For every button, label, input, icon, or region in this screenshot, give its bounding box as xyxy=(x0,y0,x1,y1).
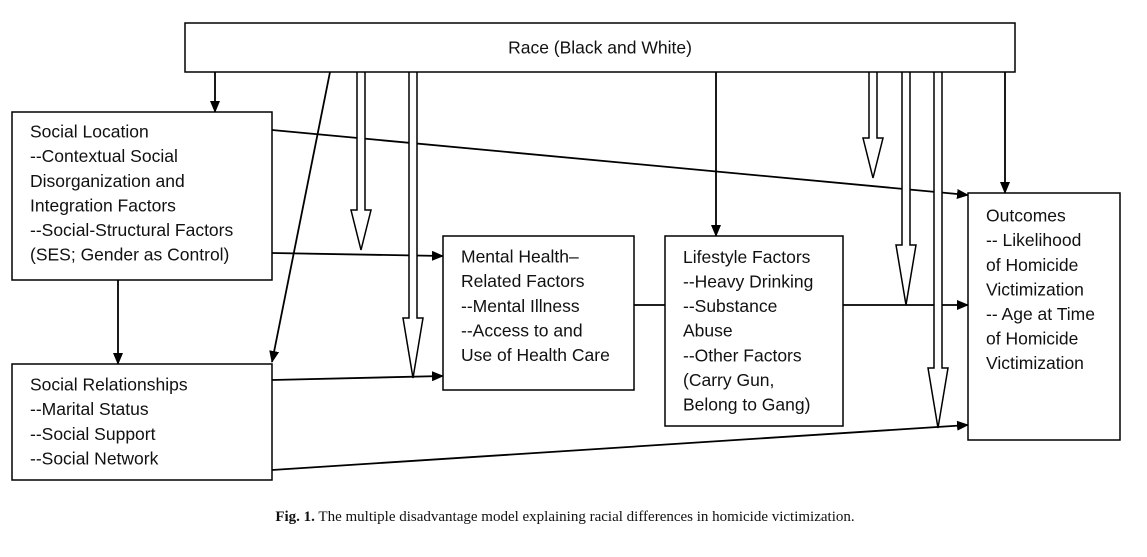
node-mental-health: Mental Health– Related Factors --Mental Il… xyxy=(442,235,635,391)
node-text: Social Location xyxy=(30,122,149,142)
node-text: of Homicide xyxy=(986,255,1078,275)
node-text: Abuse xyxy=(683,321,733,341)
node-text: -- Age at Time xyxy=(986,304,1095,324)
node-race: Race (Black and White) xyxy=(184,22,1016,73)
node-text: Social Relationships xyxy=(30,375,188,395)
node-text: Outcomes xyxy=(986,206,1066,226)
node-text: Victimization xyxy=(986,279,1084,299)
arrows xyxy=(113,71,1010,471)
hollow-arrow xyxy=(927,72,949,429)
node-text: --Heavy Drinking xyxy=(683,272,813,292)
node-text: --Social-Structural Factors xyxy=(30,220,233,240)
node-text: --Other Factors xyxy=(683,345,802,365)
node-text: Mental Health– xyxy=(461,247,579,267)
node-text: -- Likelihood xyxy=(986,230,1081,250)
node-text: --Contextual Social xyxy=(30,146,178,166)
hollow-arrow xyxy=(895,72,917,306)
box xyxy=(11,111,273,281)
node-text: --Mental Illness xyxy=(461,296,580,316)
node-text: Disorganization and xyxy=(30,171,185,191)
node-text: (SES; Gender as Control) xyxy=(30,245,229,265)
node-text: Related Factors xyxy=(461,271,585,291)
arrow xyxy=(271,129,969,199)
box xyxy=(664,235,844,427)
box xyxy=(184,22,1016,73)
node-social-location: Social Location --Contextual Social Disorg… xyxy=(11,111,273,281)
node-text: --Marital Status xyxy=(30,399,149,419)
node-text: (Carry Gun, xyxy=(683,370,774,390)
box xyxy=(442,235,635,391)
box xyxy=(967,192,1121,441)
node-social-relationships: Social Relationships --Marital Status --So… xyxy=(11,363,273,481)
node-text: Use of Health Care xyxy=(461,345,610,365)
node-text: Belong to Gang) xyxy=(683,395,810,415)
node-outcomes: Outcomes -- Likelihood of Homicide Victimiz… xyxy=(967,192,1121,441)
box xyxy=(11,363,273,481)
caption-label: Fig. 1. xyxy=(275,509,315,525)
node-text: --Access to and xyxy=(461,320,583,340)
node-text: --Social Support xyxy=(30,424,156,444)
node-text: Integration Factors xyxy=(30,195,176,215)
hollow-arrow xyxy=(402,72,424,379)
node-text: Lifestyle Factors xyxy=(683,247,811,267)
node-text: Race (Black and White) xyxy=(508,38,692,58)
hollow-arrow xyxy=(862,72,884,179)
hollow-arrow xyxy=(350,72,372,251)
node-text: of Homicide xyxy=(986,329,1078,349)
caption: Fig. 1. The multiple disadvantage model … xyxy=(275,509,854,525)
arrow xyxy=(271,371,444,382)
caption-text: The multiple disadvantage model explaini… xyxy=(315,509,855,525)
arrow xyxy=(271,420,969,471)
node-lifestyle: Lifestyle Factors --Heavy Drinking --Subst… xyxy=(664,235,844,427)
node-text: --Substance xyxy=(683,296,777,316)
node-text: Victimization xyxy=(986,353,1084,373)
node-text: --Social Network xyxy=(30,448,159,468)
arrow xyxy=(269,71,331,363)
